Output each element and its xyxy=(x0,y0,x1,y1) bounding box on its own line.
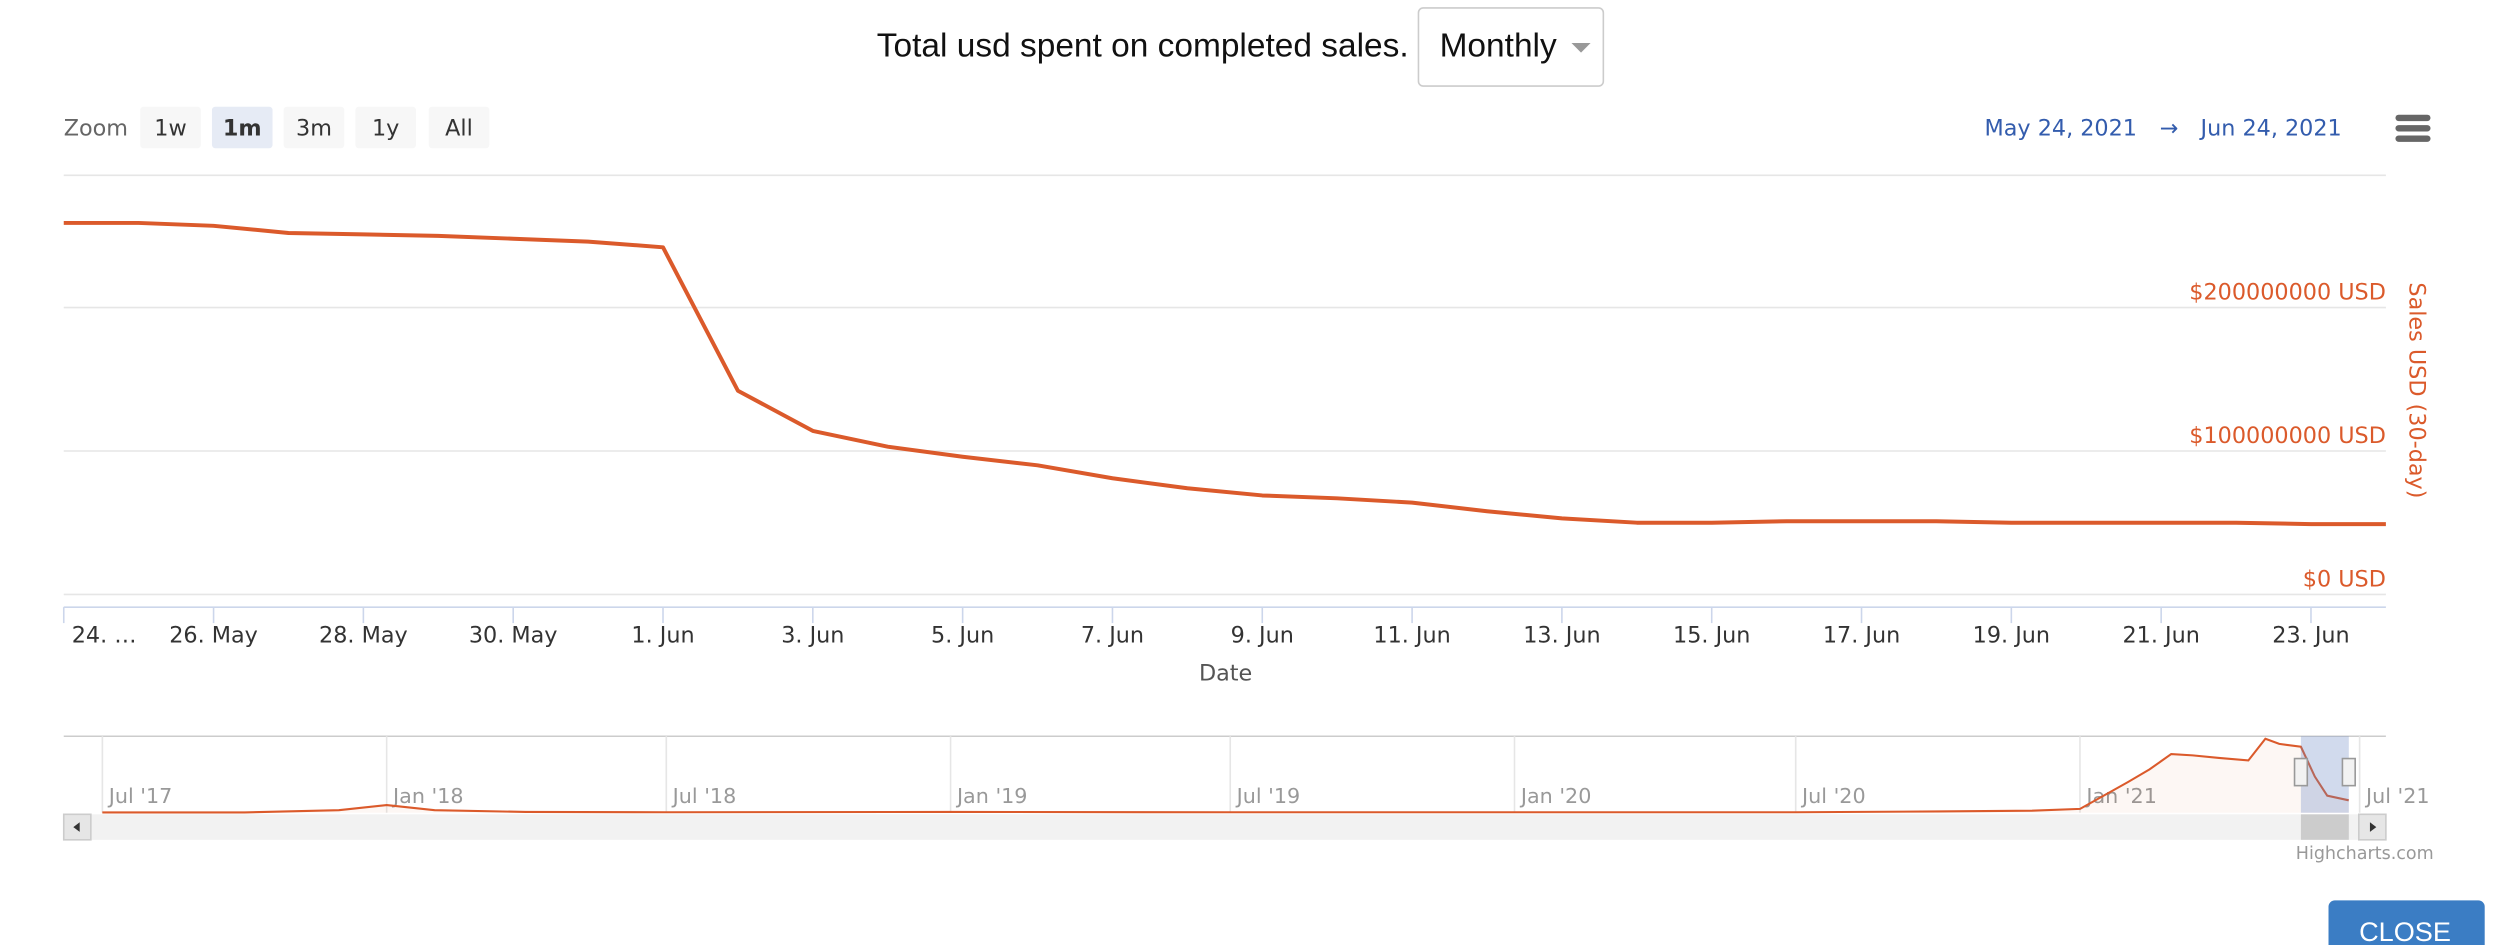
navigator-tick-label: Jul '19 xyxy=(1235,784,1301,808)
close-button-label[interactable]: CLOSE xyxy=(2359,916,2451,945)
x-tick-label: 26. May xyxy=(169,622,258,648)
zoom-label: Zoom xyxy=(64,116,128,142)
zoom-button[interactable] xyxy=(355,106,416,149)
scrollbar-right-arrow xyxy=(2369,822,2377,832)
scrollbar-thumb[interactable] xyxy=(2300,814,2349,840)
navigator-tick-label: Jul '17 xyxy=(107,784,173,808)
menu-bar[interactable] xyxy=(2395,114,2431,122)
menu-button[interactable] xyxy=(2395,114,2431,142)
x-tick-label: 15. Jun xyxy=(1673,622,1750,648)
scrollbar-right-button[interactable] xyxy=(2357,813,2387,841)
credits[interactable]: Highcharts.com xyxy=(2296,844,2434,864)
zoom-button-label[interactable]: 1y xyxy=(372,116,399,142)
x-tick-label: 5. Jun xyxy=(931,622,994,648)
x-tick-label: 30. May xyxy=(469,622,558,648)
close-button[interactable]: CLOSE xyxy=(2328,900,2485,945)
navigator-handle[interactable] xyxy=(2293,757,2309,787)
menu-bar[interactable] xyxy=(2395,135,2431,142)
x-tick-label: 24. … xyxy=(72,622,137,648)
navigator[interactable]: Jul '17 Jan '18 Jul '18 Jan '19 Jul '19 Jan '… xyxy=(62,735,2430,841)
series-line xyxy=(63,220,2386,527)
navigator-tick-label: Jul '18 xyxy=(671,784,737,808)
scrollbar-left-arrow xyxy=(73,822,80,832)
menu-bar[interactable] xyxy=(2395,125,2431,132)
range-arrow: → xyxy=(2160,116,2179,142)
zoom-button[interactable] xyxy=(211,106,273,149)
y-axis-title: Sales USD (30-day) xyxy=(2404,282,2430,498)
x-tick-label: 7. Jun xyxy=(1081,622,1144,648)
close-button-box[interactable] xyxy=(2328,900,2485,945)
scrollbar-track[interactable] xyxy=(63,814,2386,840)
navigator-tick-label: Jan '18 xyxy=(391,784,464,808)
zoom-button[interactable] xyxy=(283,106,345,149)
x-tick-label: 3. Jun xyxy=(781,622,844,648)
navigator-handle[interactable] xyxy=(2341,757,2356,787)
zoom-button-label[interactable]: 3m xyxy=(296,116,332,142)
y-tick-label: $0 USD xyxy=(2303,567,2386,593)
x-axis-title: Date xyxy=(1199,661,1252,687)
x-tick-label: 9. Jun xyxy=(1231,622,1294,648)
zoom-button[interactable] xyxy=(428,106,490,149)
zoom-buttons: 1w 1m 3m 1y All xyxy=(140,106,490,149)
x-tick-label: 11. Jun xyxy=(1373,622,1450,648)
navigator-tick-label: Jul '21 xyxy=(2364,784,2430,808)
range-from[interactable]: May 24, 2021 xyxy=(1985,116,2137,142)
zoom-button-label[interactable]: All xyxy=(445,116,473,142)
zoom-button-label[interactable]: 1w xyxy=(154,116,186,142)
y-tick-label: $100000000 USD xyxy=(2189,423,2386,449)
x-tick-label: 21. Jun xyxy=(2122,622,2199,648)
navigator-tick-label: Jan '21 xyxy=(2084,784,2157,808)
x-tick-label: 17. Jun xyxy=(1823,622,1900,648)
x-tick-label: 23. Jun xyxy=(2272,622,2349,648)
chart-title: Total usd spent on completed sales. xyxy=(877,28,1409,65)
navigator-tick-label: Jan '20 xyxy=(1519,784,1592,808)
dropdown-value[interactable]: Monthly xyxy=(1440,28,1557,65)
navigator-tick-label: Jan '19 xyxy=(955,784,1028,808)
x-tick-label: 1. Jun xyxy=(631,622,694,648)
navigator-selection[interactable] xyxy=(2300,736,2349,813)
period-dropdown[interactable]: Monthly xyxy=(1417,7,1605,87)
plot: $0 USD $100000000 USD $200000000 USD 24. … 2… xyxy=(62,220,2386,648)
y-tick-label: $200000000 USD xyxy=(2189,280,2386,306)
zoom-button-label[interactable]: 1m xyxy=(223,116,262,142)
navigator-line xyxy=(102,737,2349,814)
dropdown-caret xyxy=(1571,43,1591,53)
x-tick-label: 13. Jun xyxy=(1523,622,1600,648)
x-tick-label: 19. Jun xyxy=(1973,622,2050,648)
navigator-tick-label: Jul '20 xyxy=(1800,784,1866,808)
range-to[interactable]: Jun 24, 2021 xyxy=(2199,116,2342,142)
dropdown-box[interactable] xyxy=(1417,7,1605,87)
x-tick-label: 28. May xyxy=(319,622,408,648)
navigator-area xyxy=(102,738,2349,813)
zoom-button[interactable] xyxy=(140,106,201,149)
